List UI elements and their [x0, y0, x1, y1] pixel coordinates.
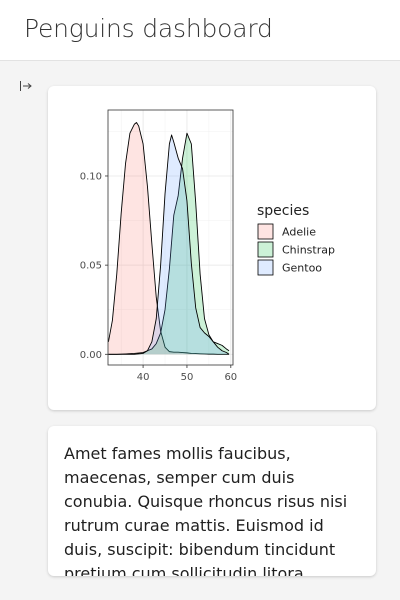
text-card: Amet fames mollis faucibus, maecenas, se…	[48, 426, 376, 576]
plot-card: 0.00 0.05 0.10 40 50 60 species Adelie Chinstr…	[48, 86, 376, 410]
sidebar-expand-icon	[20, 81, 32, 91]
legend-key-bg	[258, 260, 273, 275]
legend-label-chinstrap: Chinstrap	[282, 244, 335, 257]
density-area-adelie	[108, 122, 230, 355]
x-tick-label: 50	[181, 372, 194, 383]
legend-key-gentoo	[257, 259, 274, 276]
y-tick-label: 0.00	[80, 350, 102, 361]
x-tick-label: 60	[224, 372, 237, 383]
legend-label-gentoo: Gentoo	[282, 262, 322, 275]
legend-title: species	[257, 203, 309, 219]
density-area-gentoo	[108, 134, 230, 355]
body-text: Amet fames mollis faucibus, maecenas, se…	[64, 444, 348, 576]
x-tick-label: 40	[137, 372, 150, 383]
legend-key-adelie	[257, 223, 274, 240]
page-title: Penguins dashboard	[24, 14, 273, 43]
density-line-gentoo	[108, 134, 230, 355]
legend-key-chinstrap	[257, 241, 274, 258]
plot-panel-border	[107, 109, 234, 366]
legend-key-bg	[258, 242, 273, 257]
sidebar-toggle-button[interactable]	[16, 76, 36, 96]
density-chart: 0.00 0.05 0.10 40 50 60 species Adelie Chinstr…	[80, 109, 335, 383]
legend-key-bg	[258, 224, 273, 239]
y-tick-label: 0.05	[80, 261, 102, 272]
app-header: Penguins dashboard	[0, 0, 400, 61]
y-tick-label: 0.10	[80, 171, 102, 182]
density-line-adelie	[107, 122, 230, 355]
density-area-chinstrap	[108, 133, 230, 355]
legend-label-adelie: Adelie	[282, 226, 316, 239]
